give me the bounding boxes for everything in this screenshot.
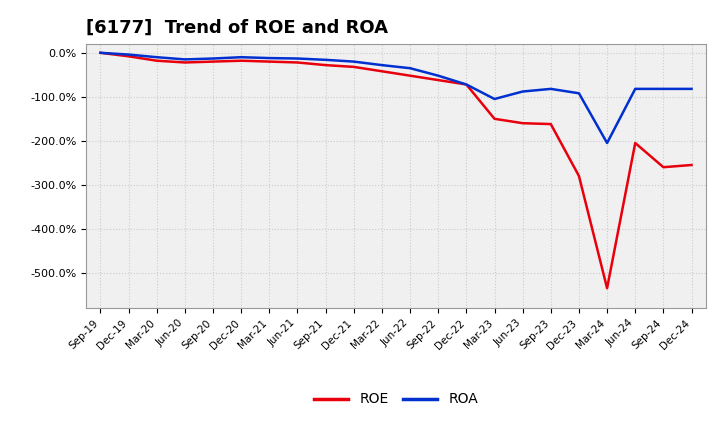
ROA: [575, 91, 583, 96]
ROE: [153, 58, 161, 63]
ROA: [546, 86, 555, 92]
ROA: [406, 66, 415, 71]
ROA: [518, 89, 527, 94]
ROA: [349, 59, 358, 64]
ROA: [434, 73, 443, 78]
ROE: [125, 54, 133, 59]
ROA: [462, 82, 471, 87]
ROE: [349, 64, 358, 70]
ROE: [659, 165, 667, 170]
ROA: [181, 57, 189, 62]
ROA: [209, 56, 217, 61]
ROE: [687, 162, 696, 168]
ROA: [237, 55, 246, 60]
Legend: ROE, ROA: ROE, ROA: [308, 387, 484, 412]
ROE: [603, 286, 611, 291]
ROE: [181, 60, 189, 65]
ROA: [293, 56, 302, 61]
ROA: [153, 55, 161, 60]
ROE: [265, 59, 274, 64]
ROA: [490, 96, 499, 102]
ROE: [490, 116, 499, 121]
ROE: [293, 60, 302, 65]
ROE: [321, 62, 330, 68]
Line: ROA: ROA: [101, 53, 691, 143]
ROE: [377, 69, 386, 74]
ROE: [462, 82, 471, 87]
ROA: [659, 86, 667, 92]
ROA: [687, 86, 696, 92]
ROA: [631, 86, 639, 92]
ROE: [546, 121, 555, 127]
ROA: [377, 62, 386, 68]
ROE: [434, 77, 443, 83]
ROA: [96, 50, 105, 55]
ROE: [209, 59, 217, 64]
Text: [6177]  Trend of ROE and ROA: [6177] Trend of ROE and ROA: [86, 19, 388, 37]
ROA: [321, 57, 330, 62]
ROE: [237, 58, 246, 63]
ROE: [96, 50, 105, 55]
ROE: [518, 121, 527, 126]
ROE: [406, 73, 415, 78]
ROA: [125, 52, 133, 57]
Line: ROE: ROE: [101, 53, 691, 288]
ROE: [631, 140, 639, 146]
ROA: [265, 55, 274, 61]
ROE: [575, 173, 583, 179]
ROA: [603, 140, 611, 146]
